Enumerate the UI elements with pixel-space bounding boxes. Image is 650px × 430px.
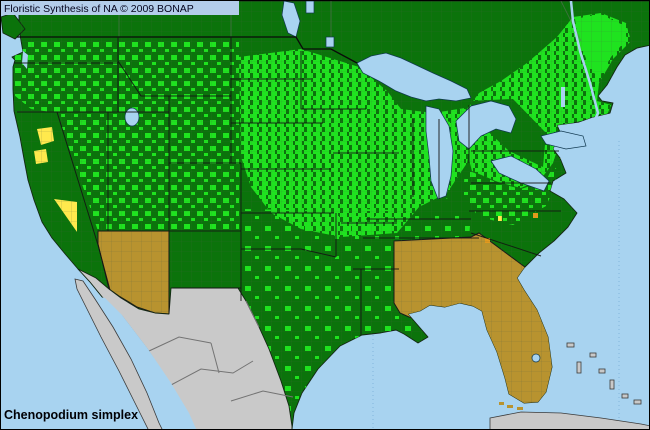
graticule-lines: [372, 141, 620, 429]
st-lawrence-river: [569, 1, 600, 139]
lake-champlain: [561, 87, 565, 107]
lake-superior: [356, 52, 472, 102]
map-title: Floristic Synthesis of NA © 2009 BONAP: [4, 3, 194, 15]
province-borders: [118, 1, 582, 49]
cuba: [489, 411, 649, 429]
florida-keys: [499, 402, 523, 410]
lake-huron: [455, 100, 517, 150]
lake-erie: [490, 155, 550, 192]
state-borders-plains: [169, 37, 337, 301]
lake-ontario: [540, 130, 587, 150]
title-box: [1, 1, 239, 15]
state-borders-west: [14, 37, 231, 314]
bahamas: [566, 342, 642, 405]
baja-california: [74, 278, 163, 429]
gulf-of-california: [99, 297, 197, 429]
lake-manitoba: [305, 1, 315, 14]
mexico-state-borders: [148, 300, 294, 402]
species-label: Chenopodium simplex: [4, 408, 138, 422]
puget-sound: [22, 51, 28, 69]
state-borders-midwest: [300, 51, 479, 335]
great-salt-lake: [124, 107, 140, 127]
us-canada-border: [17, 36, 358, 64]
lake-of-the-woods: [325, 36, 335, 48]
state-borders-east: [469, 150, 561, 257]
lake-okeechobee: [531, 353, 541, 363]
